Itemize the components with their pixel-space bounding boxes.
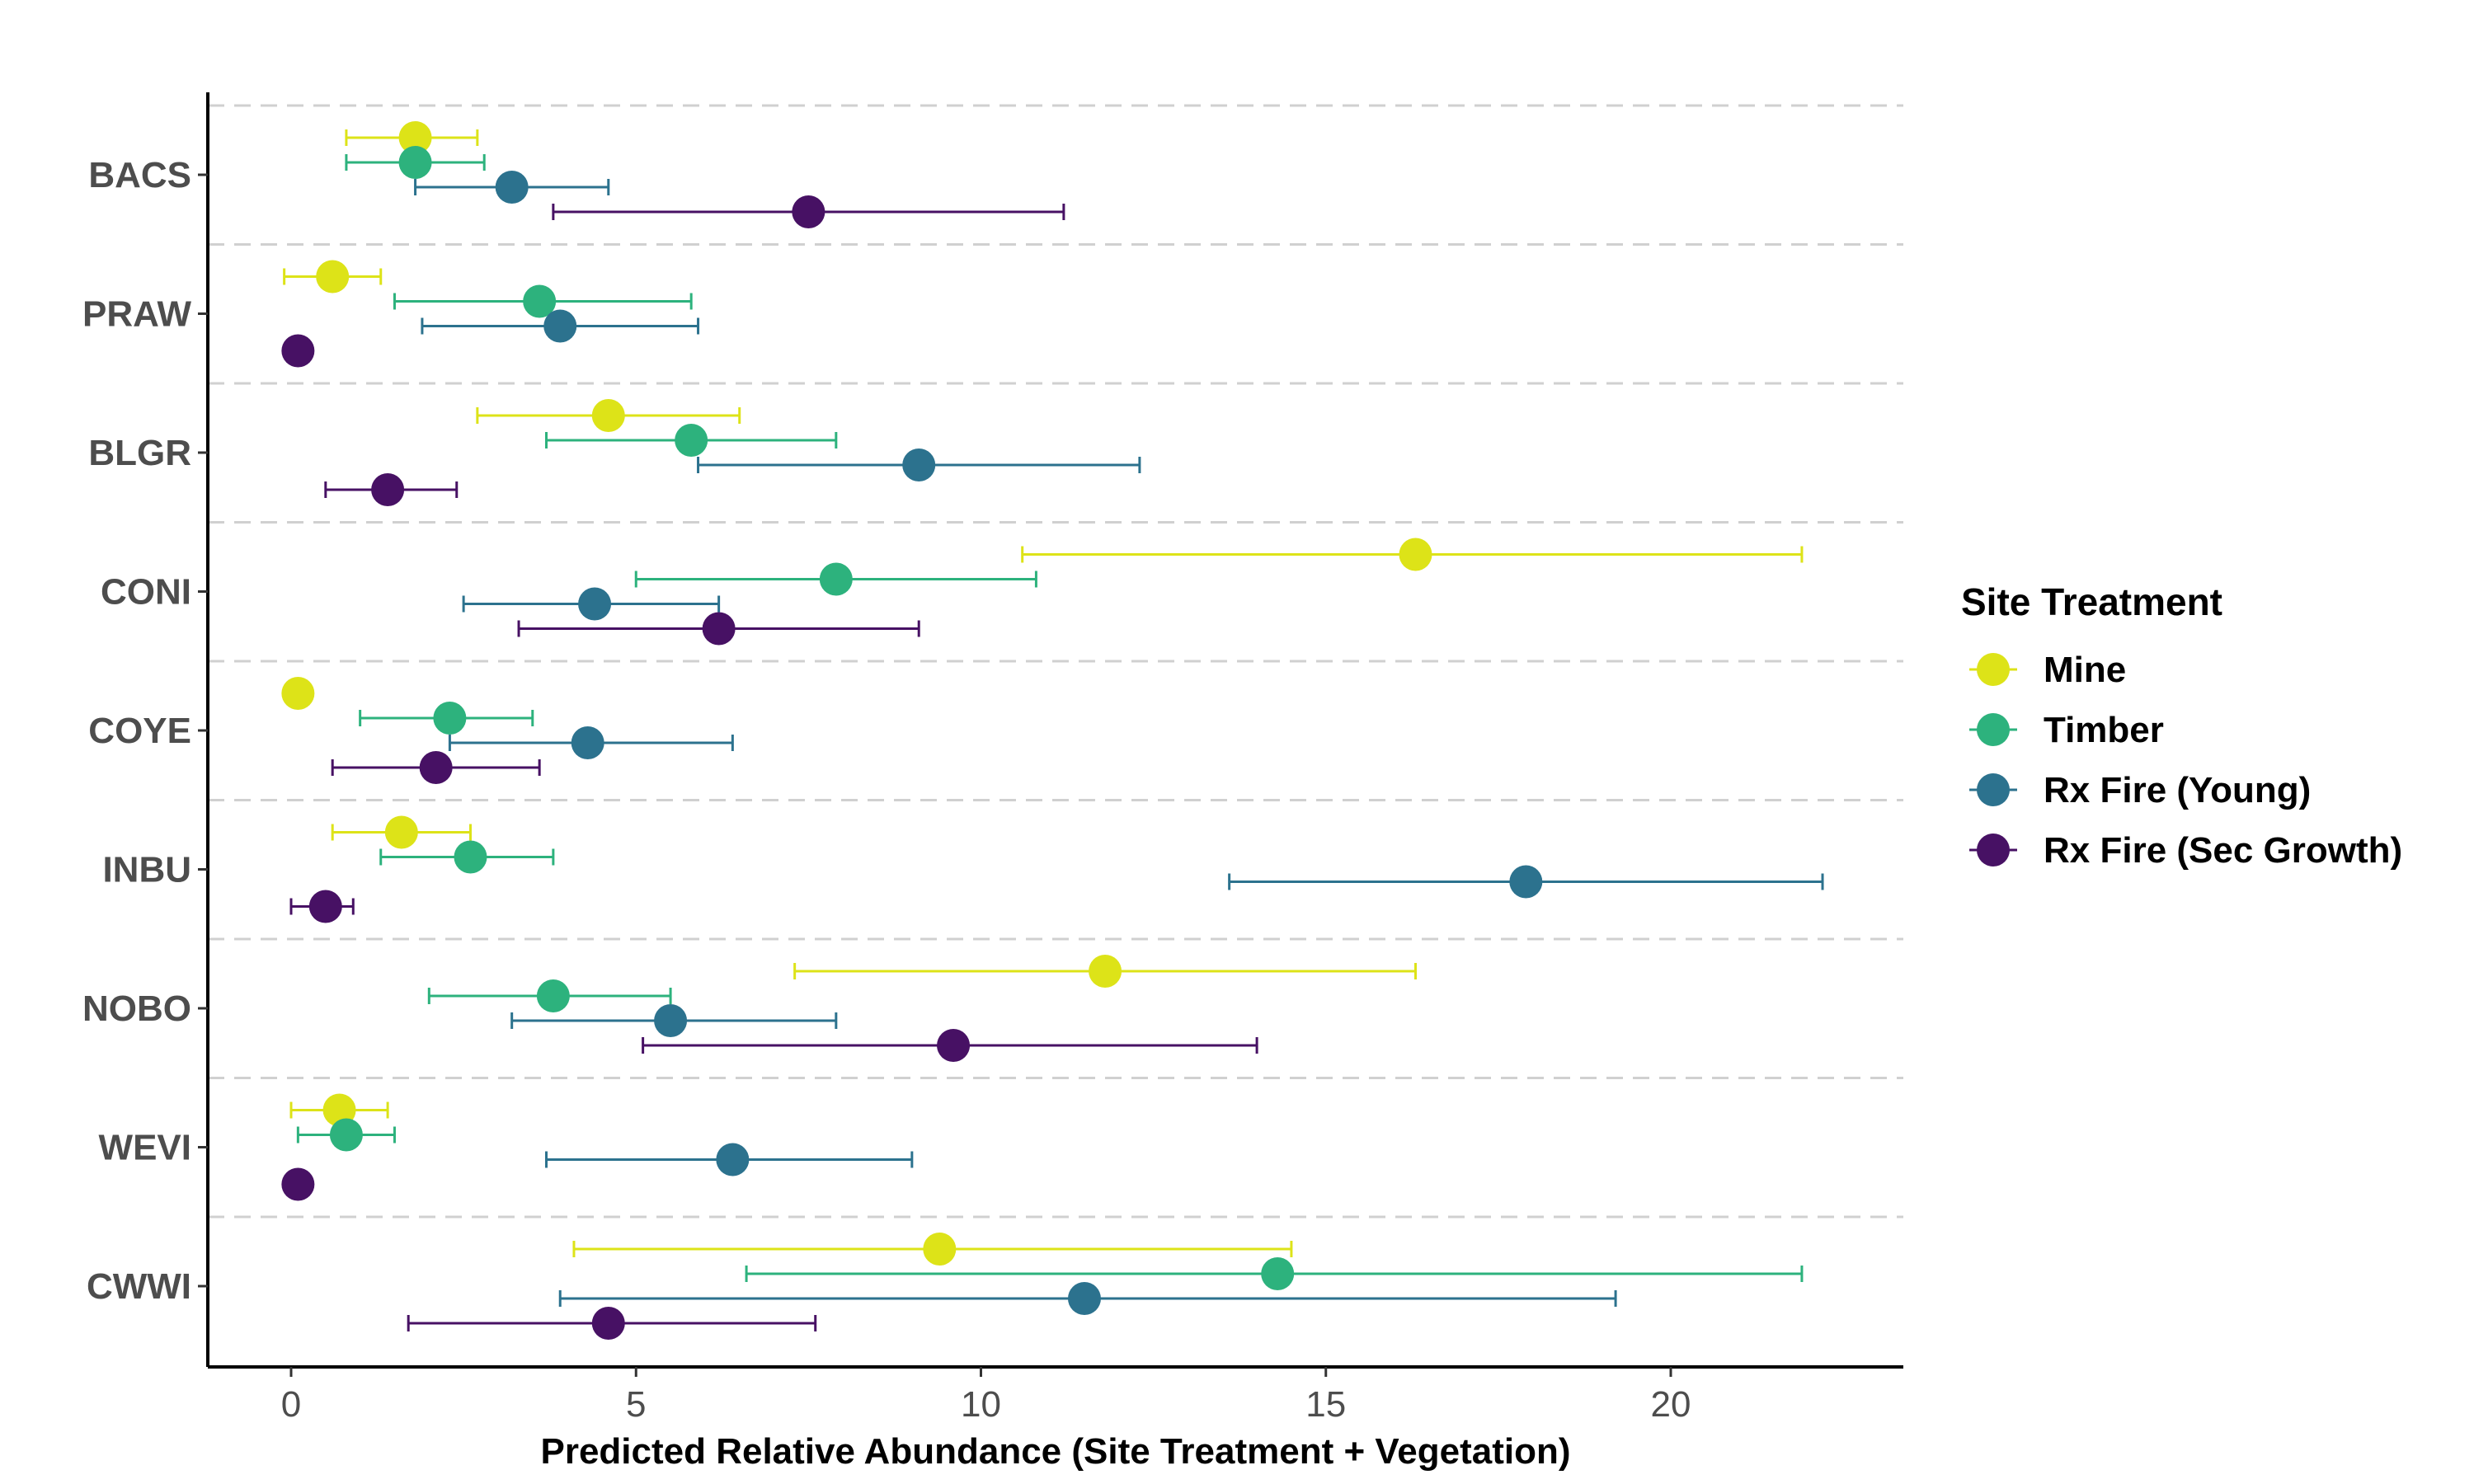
x-tick-label: 20: [1651, 1384, 1691, 1425]
data-point-cwwi: [923, 1233, 957, 1266]
category-label-praw: PRAW: [82, 294, 191, 335]
legend-item-rx-fire-sec-growth: Rx Fire (Sec Growth): [1969, 830, 2402, 871]
category-label-coni: CONI: [101, 572, 191, 613]
legend-item-mine: Mine: [1969, 650, 2126, 690]
x-tick-label: 15: [1305, 1384, 1346, 1425]
series-mine: [281, 121, 1804, 1266]
data-point-wevi: [281, 1167, 315, 1201]
data-point-inbu: [1509, 865, 1543, 899]
data-point-praw: [281, 334, 315, 368]
category-label-bacs: BACS: [88, 155, 191, 195]
data-point-bacs: [398, 121, 432, 154]
category-label-blgr: BLGR: [88, 433, 191, 473]
legend-label: Timber: [2044, 710, 2164, 750]
series-rx-fire-young: [414, 171, 1824, 1315]
data-point-blgr: [591, 399, 625, 432]
data-point-coni: [1399, 538, 1432, 571]
legend-item-timber: Timber: [1969, 710, 2164, 750]
data-point-bacs: [792, 195, 825, 228]
data-point-inbu: [454, 840, 487, 874]
data-point-praw: [543, 309, 577, 343]
legend-label: Mine: [2044, 650, 2126, 690]
series-rx-fire-sec-growth: [281, 195, 1258, 1340]
data-point-nobo: [536, 979, 570, 1012]
data-point-blgr: [902, 448, 936, 481]
y-axis-categories: BACS PRAW BLGR CONI COYE INBU NOBO WEVI CWWI: [82, 155, 208, 1307]
data-point-cwwi: [591, 1307, 625, 1340]
data-point-wevi: [716, 1143, 750, 1176]
data-point-coye: [419, 751, 453, 784]
data-point-praw: [316, 260, 350, 294]
axes: [206, 92, 1903, 1369]
legend-key-dot: [1977, 773, 2010, 806]
data-point-blgr: [675, 424, 708, 457]
data-point-coni: [578, 587, 612, 621]
legend-key-dot: [1977, 653, 2010, 686]
data-point-praw: [523, 284, 557, 318]
series-timber: [296, 146, 1804, 1290]
data-point-wevi: [329, 1118, 363, 1152]
legend-key-dot: [1977, 713, 2010, 746]
legend-key-dot: [1977, 834, 2010, 866]
category-label-wevi: WEVI: [99, 1128, 191, 1168]
data-point-bacs: [398, 146, 432, 179]
data-point-coni: [819, 562, 853, 596]
data-point-coye: [571, 726, 604, 759]
x-tick-label: 0: [281, 1384, 301, 1425]
legend-title: Site Treatment: [1961, 580, 2222, 623]
data-point-cwwi: [1067, 1282, 1101, 1315]
legend-label: Rx Fire (Sec Growth): [2044, 830, 2402, 871]
data-point-inbu: [308, 890, 342, 923]
category-label-inbu: INBU: [102, 850, 191, 890]
data-point-nobo: [1089, 955, 1122, 988]
data-point-coye: [281, 677, 315, 710]
x-axis-title: Predicted Relative Abundance (Site Treat…: [540, 1431, 1570, 1472]
data-point-wevi: [322, 1093, 356, 1127]
legend-item-rx-fire-young: Rx Fire (Young): [1969, 770, 2311, 810]
data-point-inbu: [384, 815, 418, 849]
x-axis-ticks: 0 5 10 15 20: [281, 1367, 1691, 1425]
data-series: [281, 121, 1824, 1340]
grid-lines: [208, 104, 1903, 1219]
data-point-coni: [702, 612, 736, 646]
category-label-nobo: NOBO: [82, 989, 191, 1029]
data-point-nobo: [654, 1004, 688, 1037]
category-label-coye: COYE: [88, 711, 191, 751]
x-tick-label: 5: [626, 1384, 646, 1425]
legend: Site Treatment Mine Timber Rx Fire (Young)…: [1961, 580, 2402, 871]
data-point-cwwi: [1261, 1257, 1295, 1290]
legend-label: Rx Fire (Young): [2044, 770, 2311, 810]
data-point-bacs: [495, 171, 529, 204]
legend-items: Mine Timber Rx Fire (Young) Rx Fire (Sec Gr…: [1969, 650, 2402, 871]
data-point-coye: [433, 702, 467, 735]
data-point-blgr: [371, 473, 405, 506]
x-tick-label: 10: [961, 1384, 1001, 1425]
category-label-cwwi: CWWI: [87, 1266, 191, 1307]
data-point-nobo: [937, 1029, 971, 1062]
